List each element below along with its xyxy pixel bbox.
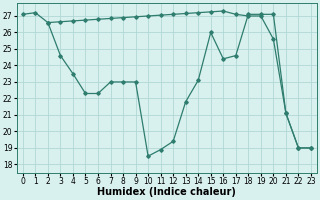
X-axis label: Humidex (Indice chaleur): Humidex (Indice chaleur) bbox=[98, 187, 236, 197]
